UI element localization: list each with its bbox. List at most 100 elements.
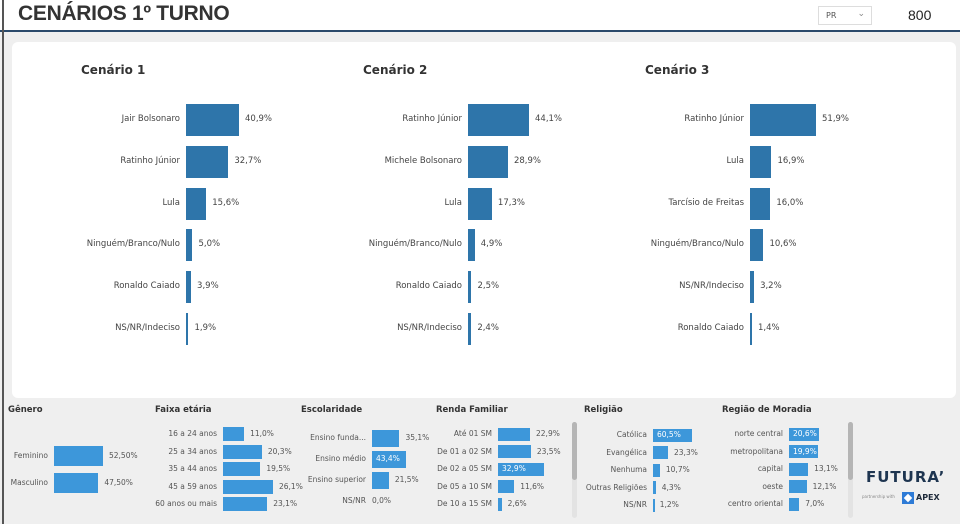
demographic-title: Escolaridade <box>301 405 363 415</box>
scenario-bar <box>186 313 189 345</box>
demographic-bar <box>789 445 818 458</box>
scenario-bar <box>468 187 492 220</box>
scenario-bar-label: Ronaldo Caiado <box>395 281 462 292</box>
demographic-label: Católica <box>616 430 647 439</box>
demographic-label: De 01 a 02 SM <box>437 446 492 456</box>
scenario-bar <box>186 104 239 136</box>
demographic-label: capital <box>757 464 783 473</box>
demographic-bar <box>653 481 656 494</box>
scenario-bar-label: Ninguém/Branco/Nulo <box>86 239 180 250</box>
scenario-bar-value: 40,9% <box>245 114 273 124</box>
scenario-bar <box>750 313 752 345</box>
demographic-label: norte central <box>734 429 783 438</box>
scenario-bar-label: Lula <box>444 197 462 208</box>
demographic-value: 23,1% <box>273 499 298 508</box>
scenario-bar-value: 28,9% <box>513 155 541 166</box>
scenario-bar <box>468 145 508 178</box>
demographic-title: Faixa etária <box>155 405 212 415</box>
demographic-bar <box>498 480 515 493</box>
scenario-bar-value: 17,3% <box>497 197 525 208</box>
demographic-label: 60 anos ou mais <box>155 499 217 508</box>
scenario-bar-value: 4,9% <box>480 239 503 250</box>
apex-icon <box>902 492 914 504</box>
demographic-bar <box>223 479 273 494</box>
demographic-label: Masculino <box>10 478 48 487</box>
scenario-bar <box>468 229 475 262</box>
demographic-bar <box>372 429 400 447</box>
demographic-bar <box>653 463 660 477</box>
scenario-bar <box>750 229 764 262</box>
state-select-value: PR <box>826 11 837 20</box>
demographic-bar <box>789 427 819 441</box>
demographic-title: Região de Moradia <box>722 405 812 415</box>
demographic-bar <box>498 427 531 441</box>
renda-scrollbar[interactable] <box>572 422 577 518</box>
scenario-bar-value: 16,0% <box>776 197 804 208</box>
demographic-title: Gênero <box>8 405 43 415</box>
demographic-label: centro oriental <box>727 499 783 508</box>
demographic-bar <box>223 462 261 476</box>
scenario-bar-value: 44,1% <box>535 114 563 124</box>
scenario-bar <box>186 187 207 220</box>
demographic-label: 35 a 44 anos <box>168 464 217 473</box>
demographic-bar <box>223 497 268 511</box>
demographic-bar <box>789 480 807 493</box>
scenario-bar-value: 5,0% <box>198 239 221 250</box>
demographic-label: Ensino funda... <box>310 433 366 442</box>
scenario-bar <box>186 229 193 262</box>
demographic-bar <box>372 450 406 468</box>
demographic-value: 2,6% <box>507 499 527 508</box>
scenario-bar-value: 32,7% <box>234 155 262 166</box>
partnership-text: partnership with <box>862 494 895 499</box>
scenario-bar-value: 2,5% <box>477 281 500 292</box>
scenario-title: Cenário 1 <box>81 63 146 77</box>
demographic-label: 25 a 34 anos <box>168 446 217 456</box>
demographic-label: NS/NR <box>623 500 647 509</box>
demographic-value: 26,1% <box>279 481 303 491</box>
demographic-value: 52,50% <box>109 451 138 460</box>
demographic-value: 1,2% <box>659 500 679 509</box>
demographic-label: Ensino superior <box>307 475 366 484</box>
apex-logo: APEX <box>916 493 940 502</box>
demographic-bar <box>498 445 531 458</box>
chevron-down-icon: ⌄ <box>857 9 865 19</box>
scenario-bar-label: Ratinho Júnior <box>120 155 180 166</box>
scenario-bar <box>750 104 816 136</box>
scenario-bar <box>468 104 529 136</box>
regiao-scrollbar[interactable] <box>848 422 853 518</box>
scenario-bar <box>750 271 755 304</box>
demographic-label: Nenhuma <box>610 465 647 474</box>
scenario-bar-label: Ratinho Júnior <box>684 114 744 124</box>
demographic-label: NS/NR <box>342 496 366 505</box>
demographic-label: De 10 a 15 SM <box>437 499 492 508</box>
demographic-value: 47,50% <box>104 478 133 487</box>
scenario-title: Cenário 3 <box>645 63 710 77</box>
demographic-value: 23,5% <box>536 446 561 456</box>
demographic-value: 20,3% <box>267 446 292 456</box>
demographic-bar <box>498 497 502 511</box>
header <box>0 0 960 32</box>
scenario-bar-value: 10,6% <box>769 239 797 250</box>
futura-logo: FUTURA’ <box>866 468 946 486</box>
demographic-bar <box>498 462 544 476</box>
scenario-bar <box>186 145 229 178</box>
demographic-label: metropolitana <box>730 446 783 456</box>
demographic-label: 16 a 24 anos <box>168 429 217 438</box>
scenario-bar-value: 1,4% <box>758 323 780 333</box>
demographic-bar <box>54 446 103 466</box>
demographic-bar <box>789 497 800 511</box>
sample-count: 800 <box>908 7 932 23</box>
demographic-label: Evangélica <box>606 447 647 457</box>
scenario-bar-value: 2,4% <box>477 323 499 333</box>
scenario-bar-label: Lula <box>162 197 180 208</box>
demographic-label: oeste <box>762 481 783 491</box>
scenario-title: Cenário 2 <box>363 63 428 77</box>
demographic-value: 7,0% <box>805 499 825 508</box>
scenario-bar <box>186 271 192 304</box>
demographic-bar <box>653 428 692 442</box>
demographic-title: Religião <box>584 405 623 415</box>
state-select[interactable]: PR ⌄ <box>818 6 872 25</box>
demographic-bar <box>372 471 389 489</box>
page-title: CENÁRIOS 1º TURNO <box>18 2 230 25</box>
scenario-bar <box>468 271 472 304</box>
